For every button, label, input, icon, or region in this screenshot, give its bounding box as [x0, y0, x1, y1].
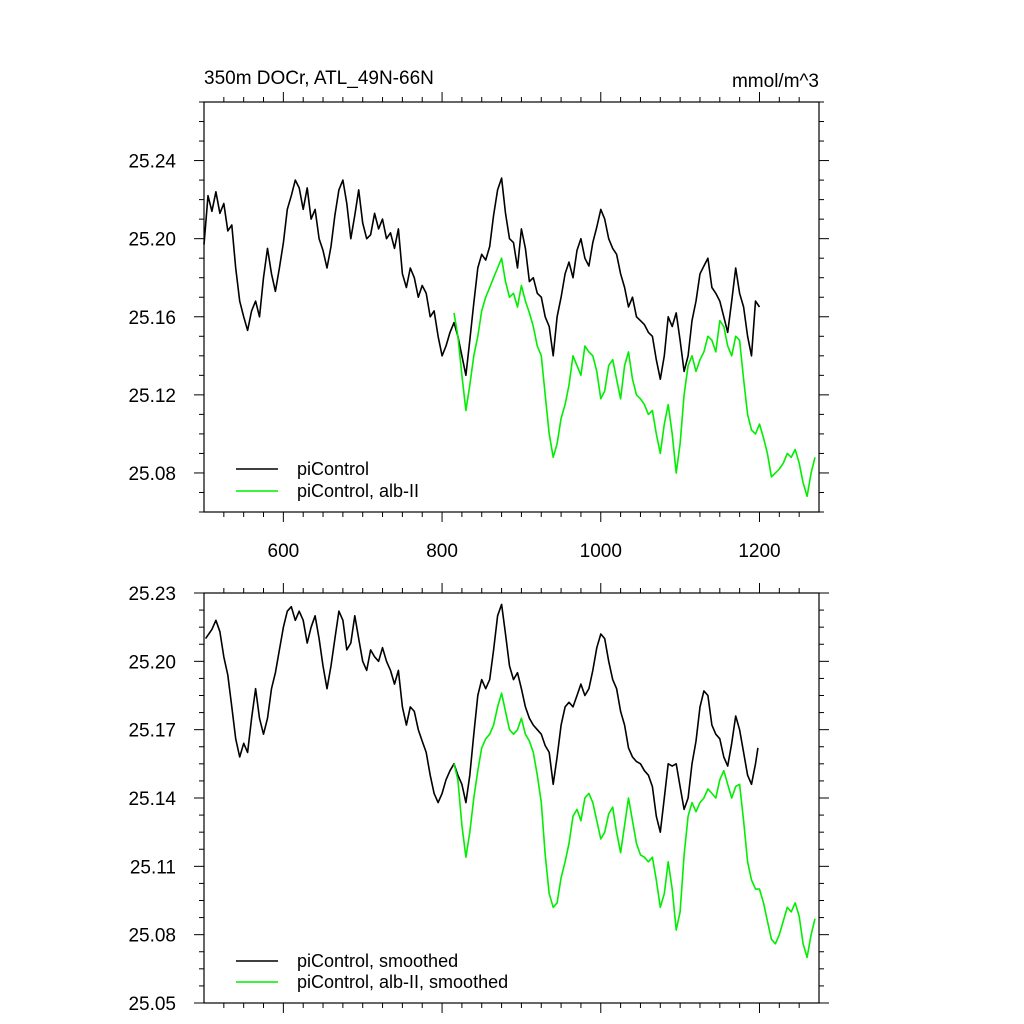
top-panel-frame	[203, 101, 820, 513]
top-panel-series	[203, 177, 816, 498]
bottom-panel: 25.05 25.08 25.11 25.14 25.17 25.20 25.23 piCo…	[128, 583, 829, 1015]
legend-label-picontrol-alb-ii: piControl, alb-II	[297, 481, 419, 501]
series-line-picontrol-smoothed	[204, 603, 759, 833]
legend-label-picontrol-alb-ii-smoothed: piControl, alb-II, smoothed	[297, 972, 508, 992]
y-tick-label: 25.08	[128, 926, 176, 947]
y-tick-label: 25.11	[130, 857, 176, 878]
y-tick-label: 25.20	[128, 230, 176, 251]
bottom-panel-series	[204, 603, 816, 959]
bottom-panel-legend: piControl, smoothed piControl, alb-II, s…	[236, 951, 508, 992]
top-panel-title: 350m DOCr, ATL_49N-66N	[204, 68, 434, 89]
legend-label-picontrol-smoothed: piControl, smoothed	[297, 951, 458, 971]
y-tick-label: 25.14	[128, 789, 176, 810]
y-tick-label: 25.16	[128, 308, 176, 329]
top-panel-ticks: 600 800 1000 1200 25.08 25.12 25.16 25.20 25.24	[128, 92, 829, 562]
series-line-picontrol-alb-ii	[453, 257, 816, 498]
x-tick-label: 800	[426, 541, 458, 562]
top-panel-legend: piControl piControl, alb-II	[236, 459, 419, 501]
bottom-panel-ticks: 25.05 25.08 25.11 25.14 25.17 25.20 25.23	[128, 583, 829, 1015]
y-tick-label: 25.20	[128, 652, 176, 673]
y-tick-label: 25.17	[128, 721, 176, 742]
x-tick-label: 1200	[738, 541, 780, 562]
bottom-panel-frame	[203, 592, 820, 1004]
legend-label-picontrol: piControl	[297, 459, 369, 479]
y-tick-label: 25.05	[128, 994, 176, 1015]
top-panel: 350m DOCr, ATL_49N-66N mmol/m^3 600 800 10…	[128, 68, 829, 562]
series-line-picontrol-alb-ii-smoothed	[453, 692, 816, 959]
x-tick-label: 1000	[580, 541, 622, 562]
y-tick-label: 25.08	[128, 464, 176, 485]
top-panel-units: mmol/m^3	[732, 71, 819, 92]
y-tick-label: 25.24	[128, 152, 176, 173]
y-tick-label: 25.12	[128, 386, 176, 407]
x-tick-label: 600	[268, 541, 300, 562]
series-line-picontrol	[203, 177, 761, 380]
y-tick-label: 25.23	[128, 584, 176, 605]
